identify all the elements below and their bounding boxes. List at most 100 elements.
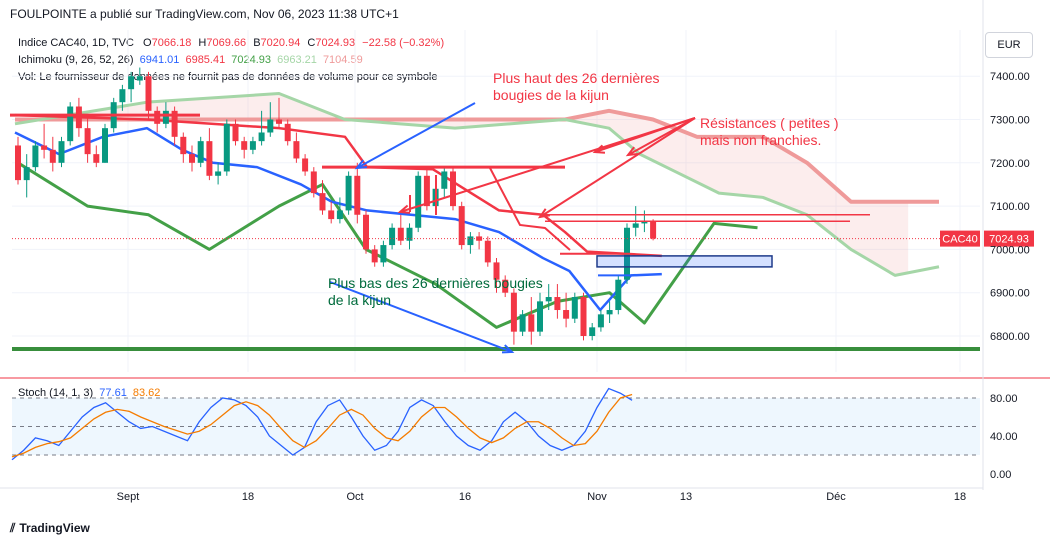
resistance-arrow-4 — [594, 117, 696, 153]
time-tick-label: Déc — [826, 491, 846, 503]
candle-body — [84, 128, 91, 155]
candle-body — [58, 141, 65, 163]
candle-body — [215, 171, 222, 176]
candle-body — [363, 214, 369, 250]
candle-body — [23, 167, 30, 181]
time-tick-label: 16 — [459, 491, 471, 503]
ichimoku-label[interactable]: Ichimoku (9, 26, 52, 26) — [18, 54, 134, 66]
high-label: H — [198, 37, 207, 49]
bottom-kijun-arrow — [329, 281, 513, 353]
indicator-legend: Indice CAC40, 1D, TVC O7066.18 H7069.66 … — [18, 35, 444, 86]
candle-body — [484, 240, 491, 263]
candle-body — [580, 297, 587, 336]
candle-body — [380, 245, 387, 263]
candle-body — [406, 227, 413, 241]
resistance-arrow-2 — [539, 117, 696, 218]
stoch-d-value: 83.62 — [132, 387, 161, 399]
resistance-arrow-3-head — [625, 146, 639, 157]
candle-body — [171, 110, 178, 137]
annotation-top-line1: Plus haut des 26 dernières — [493, 70, 660, 86]
candle-body — [49, 149, 56, 163]
candle-body — [15, 145, 21, 181]
candle-body — [554, 297, 561, 311]
tradingview-logo-icon: ⫽ — [10, 521, 16, 535]
index-label[interactable]: Indice CAC40, 1D, TVC — [18, 37, 134, 49]
change-value: −22.58 (−0.32%) — [362, 37, 445, 49]
resistance-arrow-1-head — [397, 204, 411, 214]
resistance-arrow-2-head — [537, 208, 551, 219]
candle-body — [128, 76, 135, 90]
candle-body — [75, 106, 82, 129]
price-tick-label: 7000.00 — [990, 244, 1030, 256]
ichimoku-cloud — [15, 93, 909, 276]
ichimoku-span-b-value: 7104.59 — [322, 54, 363, 66]
candle-body — [145, 76, 152, 111]
candle-body — [589, 327, 596, 336]
candle-body — [537, 301, 543, 332]
last-price-badge-label: 7024.93 — [989, 234, 1029, 246]
time-tick-label: Sept — [117, 491, 140, 503]
candle-body — [136, 76, 143, 81]
high-value: 7069.66 — [206, 37, 247, 49]
candle-body — [162, 110, 169, 124]
candle-body — [319, 193, 326, 211]
candle-body — [467, 236, 474, 246]
candle-body — [189, 154, 195, 163]
candle-body — [293, 141, 300, 159]
candle-body — [397, 227, 404, 241]
candle-body — [450, 171, 456, 207]
price-tick-label: 6900.00 — [990, 288, 1030, 300]
bottom-kijun-arrow-head — [501, 344, 515, 354]
stoch-d-line — [11, 393, 633, 458]
stoch-legend: Stoch (14, 1, 3) 77.61 83.62 — [18, 387, 160, 399]
candle-body — [336, 210, 343, 220]
candle-body — [302, 158, 309, 172]
volume-legend-row: Vol: Le fournisseur de données ne fourni… — [18, 71, 438, 83]
annotation-resistance-line1: Résistances ( petites ) — [700, 115, 839, 131]
price-tick-label: 7300.00 — [990, 115, 1030, 127]
candle-body — [232, 123, 239, 142]
candle-body — [528, 314, 535, 332]
candle-body — [354, 175, 361, 215]
time-tick-label: Nov — [587, 491, 607, 503]
top-kijun-arrow-head — [354, 159, 368, 170]
ichimoku-tenkan-value: 6941.01 — [139, 54, 180, 66]
time-tick-label: Oct — [346, 491, 363, 503]
annotation-bottom-line1: Plus bas des 26 dernières bougies — [328, 275, 543, 291]
candle-body — [458, 206, 465, 246]
candle-body — [389, 227, 396, 246]
candle-body — [223, 123, 230, 172]
price-tick-label: 7100.00 — [990, 201, 1030, 213]
price-tick-label: 6800.00 — [990, 331, 1030, 343]
close-value: 7024.93 — [315, 37, 356, 49]
candle-body — [180, 136, 187, 155]
resistance-ticks — [409, 175, 437, 215]
candle-body — [249, 141, 256, 150]
candle-body — [267, 119, 274, 133]
candle-body — [493, 262, 500, 280]
candle-body — [258, 132, 265, 142]
last-price-badge — [984, 230, 1034, 247]
candle-body — [615, 279, 622, 311]
candle-body — [510, 292, 517, 332]
stoch-tick-label: 0.00 — [990, 469, 1011, 481]
candle-body — [93, 154, 100, 163]
annotation-resistance-line2: mais non franchies. — [700, 132, 821, 148]
stoch-label[interactable]: Stoch (14, 1, 3) — [18, 387, 94, 399]
low-label: B — [253, 37, 261, 49]
candle-body — [441, 171, 448, 189]
brand-label: TradingView — [19, 521, 90, 535]
candle-body — [597, 314, 604, 328]
index-legend-row: Indice CAC40, 1D, TVC O7066.18 H7069.66 … — [18, 35, 444, 52]
open-label: O — [143, 37, 152, 49]
time-tick-label: 18 — [954, 491, 966, 503]
senkou-span-b-line — [15, 108, 939, 204]
candle-body — [606, 310, 613, 315]
annotation-bottom-line2: de la kijun — [328, 292, 391, 308]
currency-button[interactable]: EUR — [985, 32, 1033, 58]
top-kijun-arrow — [356, 102, 476, 169]
candle-body — [67, 106, 74, 142]
low-value: 7020.94 — [260, 37, 301, 49]
symbol-badge — [940, 230, 980, 247]
